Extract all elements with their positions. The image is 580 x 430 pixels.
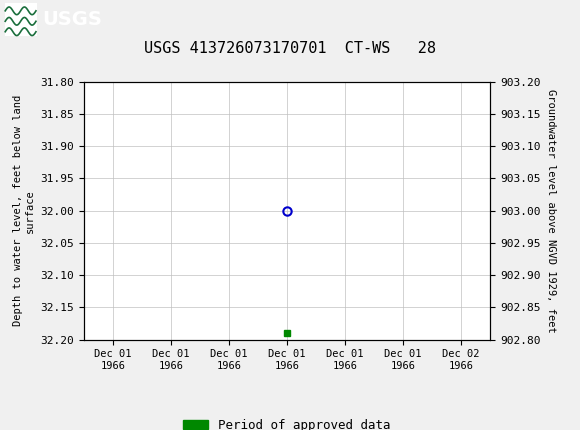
- Y-axis label: Depth to water level, feet below land
surface: Depth to water level, feet below land su…: [13, 95, 35, 326]
- Text: USGS 413726073170701  CT-WS   28: USGS 413726073170701 CT-WS 28: [144, 41, 436, 56]
- FancyBboxPatch shape: [5, 3, 37, 36]
- Legend: Period of approved data: Period of approved data: [179, 414, 396, 430]
- Text: USGS: USGS: [42, 10, 102, 29]
- Y-axis label: Groundwater level above NGVD 1929, feet: Groundwater level above NGVD 1929, feet: [546, 89, 556, 332]
